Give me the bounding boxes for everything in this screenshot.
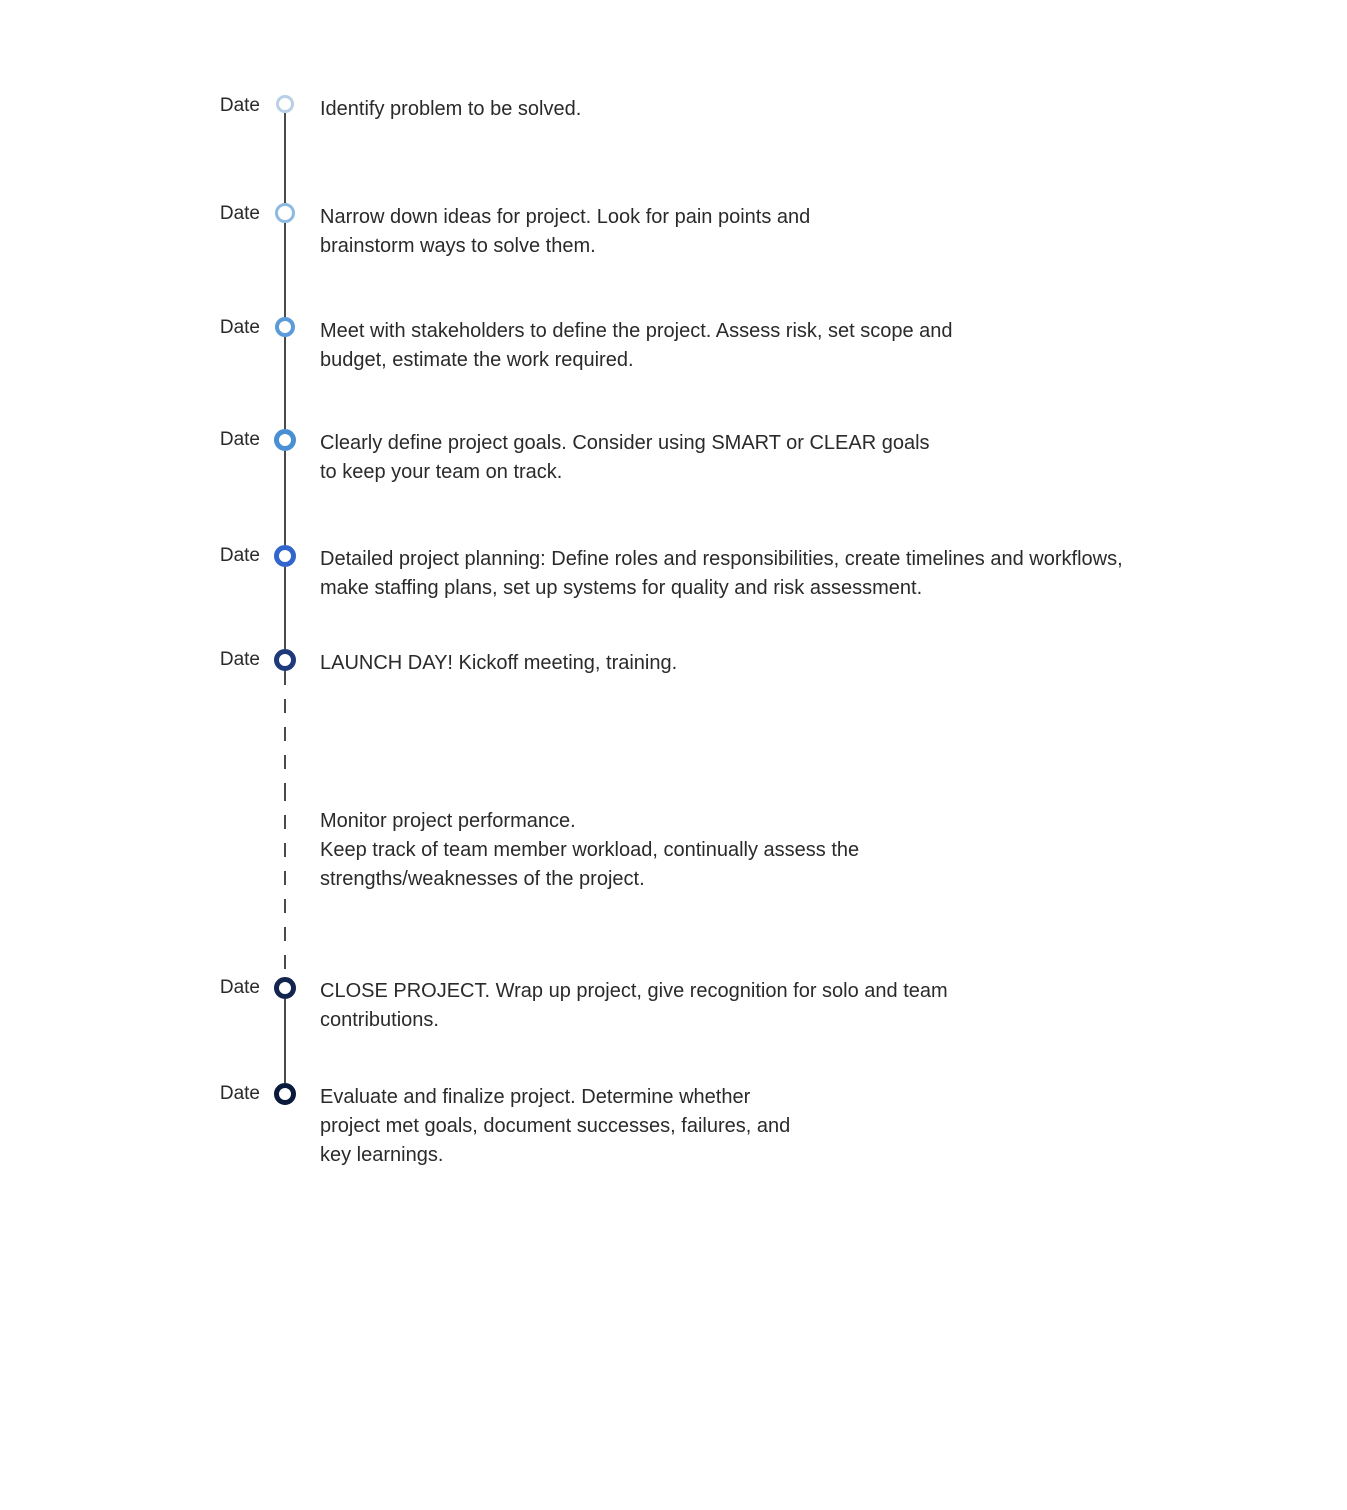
timeline-marker (274, 649, 296, 671)
timeline-row: DateMonitor project performance.Keep tra… (200, 787, 1200, 977)
timeline-description: Narrow down ideas for project. Look for … (310, 203, 870, 261)
marker-column (260, 1083, 310, 1203)
marker-column (260, 317, 310, 429)
date-label: Date (200, 95, 260, 117)
date-label: Date (200, 649, 260, 671)
date-label: Date (200, 977, 260, 999)
timeline-connector (284, 567, 286, 649)
timeline-connector (284, 223, 286, 317)
timeline-marker (274, 429, 296, 451)
timeline-row: Date Narrow down ideas for project. Look … (200, 203, 1200, 317)
timeline-description: Meet with stakeholders to define the pro… (310, 317, 1010, 375)
timeline-description: LAUNCH DAY! Kickoff meeting, training. (310, 649, 677, 678)
timeline-marker (274, 977, 296, 999)
timeline-row: Date CLOSE PROJECT. Wrap up project, give… (200, 977, 1200, 1083)
timeline-description: Detailed project planning: Define roles … (310, 545, 1140, 603)
timeline-description: Identify problem to be solved. (310, 95, 581, 124)
timeline-connector (284, 787, 286, 977)
timeline-connector (284, 999, 286, 1083)
marker-column (260, 787, 310, 977)
marker-column (260, 429, 310, 545)
timeline-marker (274, 545, 296, 567)
timeline-description: CLOSE PROJECT. Wrap up project, give rec… (310, 977, 1010, 1035)
timeline-row: Date Detailed project planning: Define ro… (200, 545, 1200, 649)
date-label: Date (200, 203, 260, 225)
timeline-row: Date Meet with stakeholders to define the… (200, 317, 1200, 429)
timeline-marker (275, 317, 295, 337)
timeline-connector (284, 671, 286, 787)
timeline-description: Clearly define project goals. Consider u… (310, 429, 950, 487)
date-label: Date (200, 545, 260, 567)
timeline-row: Date Clearly define project goals. Consid… (200, 429, 1200, 545)
timeline-row: Date Evaluate and finalize project. Deter… (200, 1083, 1200, 1203)
marker-column (260, 95, 310, 203)
timeline-row: Date Identify problem to be solved. (200, 95, 1200, 203)
timeline-row: Date LAUNCH DAY! Kickoff meeting, trainin… (200, 649, 1200, 787)
date-label: Date (200, 429, 260, 451)
timeline-description: Evaluate and finalize project. Determine… (310, 1083, 810, 1170)
timeline-marker (274, 1083, 296, 1105)
timeline-connector (284, 337, 286, 429)
timeline-description: Monitor project performance.Keep track o… (310, 787, 870, 894)
date-label: Date (200, 317, 260, 339)
project-timeline: Date Identify problem to be solved. Date Na… (200, 95, 1200, 1203)
marker-column (260, 545, 310, 649)
marker-column (260, 977, 310, 1083)
timeline-connector (284, 451, 286, 545)
timeline-marker (276, 95, 294, 113)
timeline-connector (284, 113, 286, 203)
timeline-marker (275, 203, 295, 223)
date-label: Date (200, 1083, 260, 1105)
marker-column (260, 203, 310, 317)
marker-column (260, 649, 310, 787)
